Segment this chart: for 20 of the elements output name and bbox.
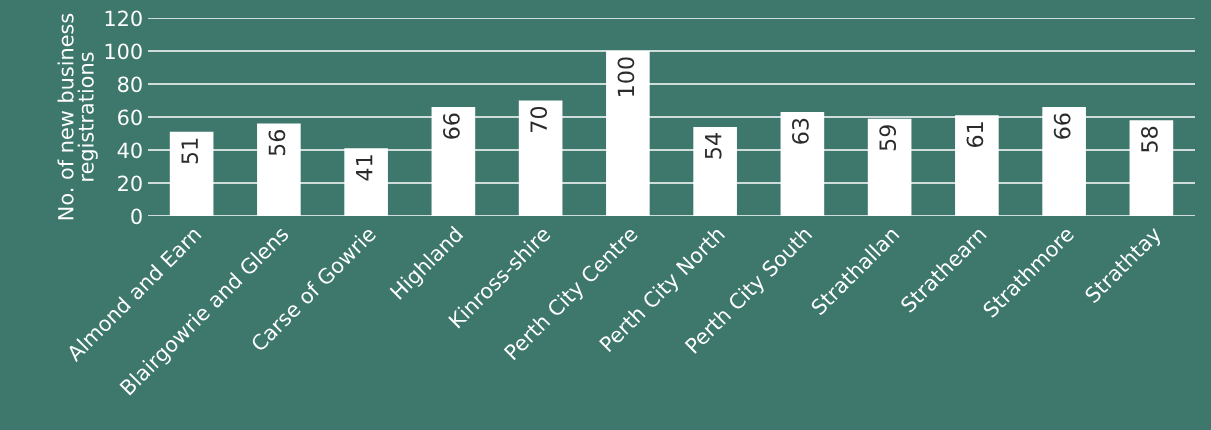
data-label: 63 [792,118,809,144]
y-tick-label: 20 [118,175,142,192]
y-tick-label: 120 [105,10,142,27]
data-label: 41 [356,155,373,181]
data-label: 54 [705,133,722,159]
data-label: 56 [268,129,286,156]
y-tick-label: 100 [105,43,142,60]
data-label: 58 [1141,126,1158,152]
data-label: 59 [879,125,897,151]
data-label: 100 [617,57,635,96]
y-tick-label: 0 [131,208,142,225]
data-label: 66 [1053,113,1071,139]
data-label: 61 [966,122,984,148]
data-label: 66 [443,113,460,139]
y-tick-label: 80 [118,76,142,93]
data-label: 70 [530,106,548,132]
y-tick-label: 60 [118,109,142,126]
data-label: 51 [181,138,199,164]
y-tick-label: 40 [117,142,142,159]
y-axis-title: No. of new business registrations [57,13,98,220]
